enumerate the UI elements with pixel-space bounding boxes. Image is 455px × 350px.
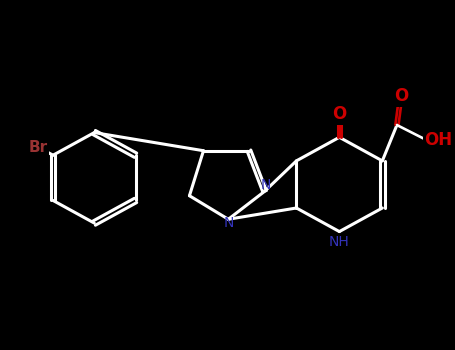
Text: O: O	[332, 105, 347, 123]
Text: NH: NH	[329, 235, 350, 249]
Text: N: N	[260, 178, 271, 192]
Text: Br: Br	[29, 140, 48, 155]
Text: O: O	[394, 88, 408, 105]
Text: OH: OH	[424, 131, 452, 149]
Text: N: N	[223, 216, 233, 230]
